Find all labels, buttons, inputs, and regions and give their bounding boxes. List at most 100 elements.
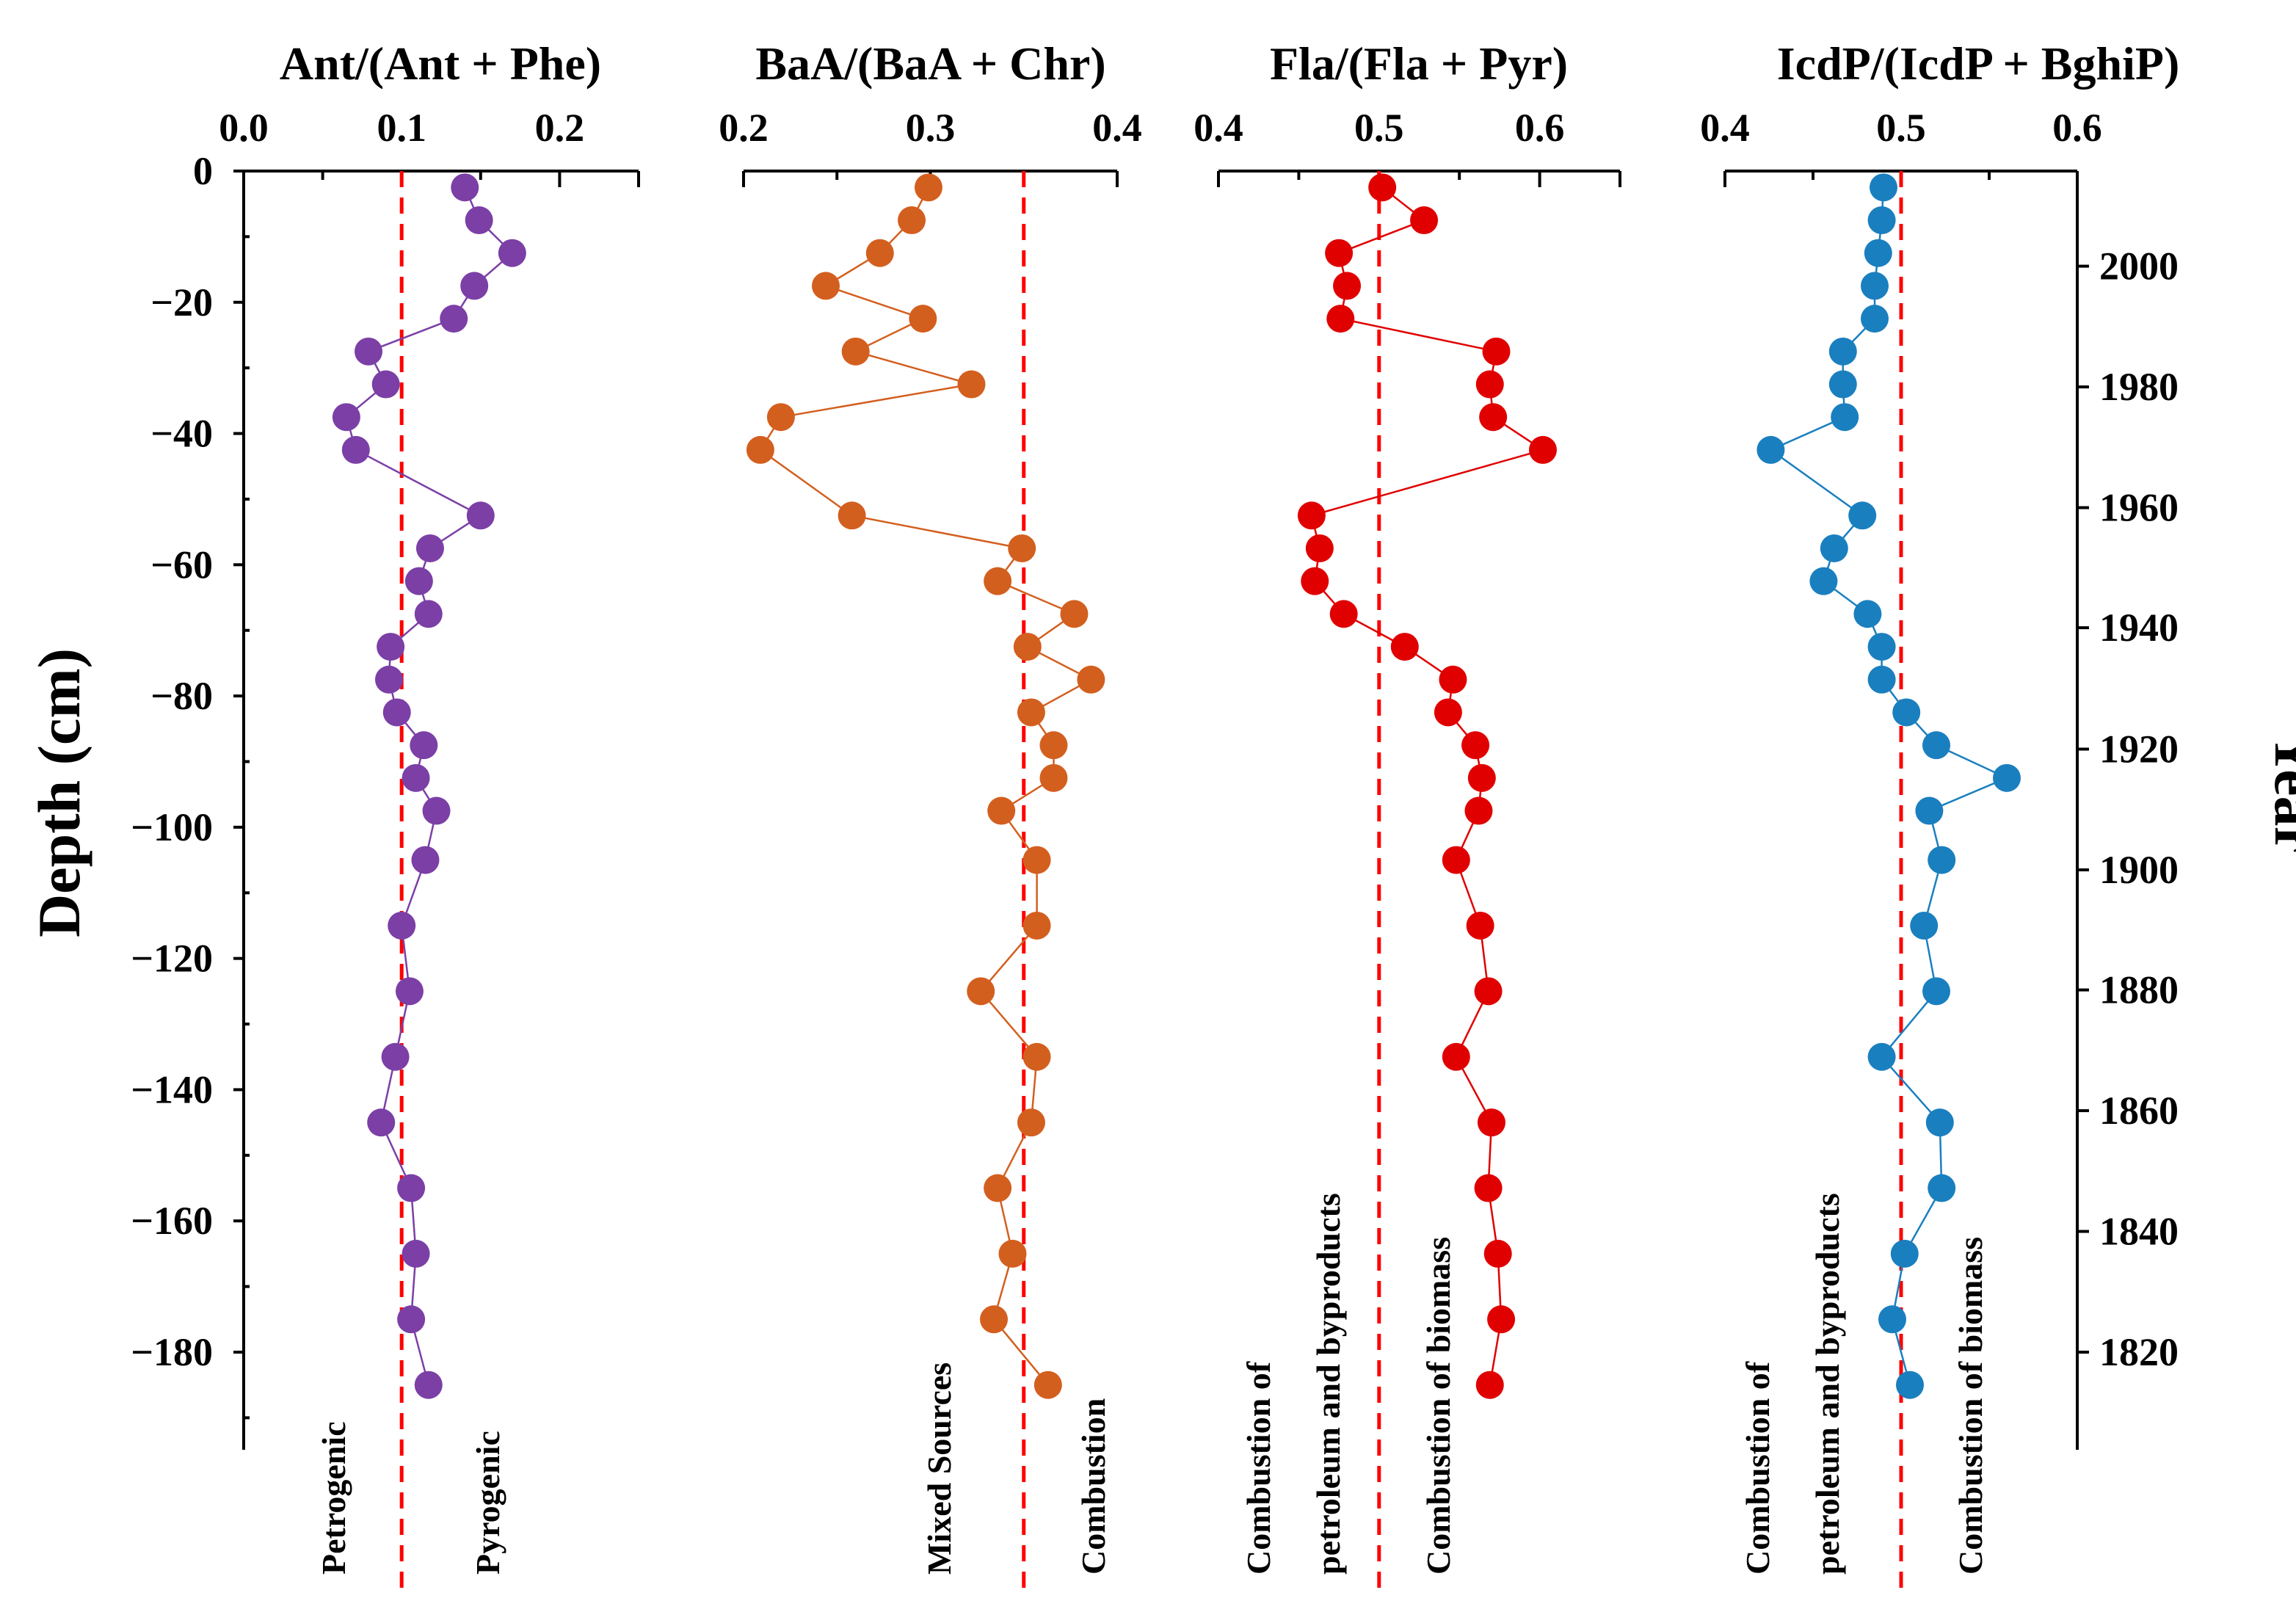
data-point-icdp-bghip — [1861, 305, 1889, 333]
x-tick-label-ant-phe: 0.1 — [377, 106, 426, 150]
data-point-icdp-bghip — [1910, 911, 1939, 940]
data-point-ant-phe — [451, 173, 479, 202]
year-tick-label: 1980 — [2099, 365, 2179, 409]
data-point-ant-phe — [341, 435, 370, 464]
series-line-fla-pyr — [1310, 186, 1545, 1385]
data-point-ant-phe — [355, 337, 383, 366]
data-point-baa-chr — [984, 1174, 1012, 1202]
data-point-baa-chr — [1022, 911, 1051, 940]
data-point-baa-chr — [746, 435, 774, 464]
data-point-icdp-bghip — [1867, 206, 1896, 235]
region-label-icdp-bghip: petroleum and byproducts — [1809, 1193, 1846, 1575]
data-point-fla-pyr — [1475, 370, 1504, 399]
region-label-icdp-bghip: Combustion of biomass — [1952, 1237, 1989, 1575]
data-point-icdp-bghip — [1809, 567, 1838, 595]
data-point-ant-phe — [395, 977, 424, 1006]
depth-tick-label: −60 — [150, 542, 213, 587]
x-tick-label-ant-phe: 0.0 — [219, 106, 269, 150]
data-point-icdp-bghip — [1870, 173, 1897, 202]
data-point-baa-chr — [766, 403, 795, 432]
data-point-fla-pyr — [1368, 173, 1397, 202]
depth-tick-label: −40 — [150, 412, 213, 456]
depth-tick-label: −80 — [150, 674, 213, 718]
data-point-icdp-bghip — [1756, 435, 1785, 464]
region-label-fla-pyr: petroleum and byproducts — [1309, 1193, 1347, 1575]
depth-tick-label: −100 — [131, 805, 213, 849]
data-point-ant-phe — [397, 1174, 426, 1202]
data-point-icdp-bghip — [1928, 1174, 1956, 1202]
data-point-ant-phe — [410, 731, 438, 760]
x-tick-label-baa-chr: 0.3 — [906, 106, 956, 150]
data-point-ant-phe — [422, 796, 451, 825]
year-tick-label: 1820 — [2099, 1330, 2179, 1374]
data-point-baa-chr — [1017, 1108, 1045, 1137]
data-point-fla-pyr — [1528, 435, 1557, 464]
data-point-ant-phe — [382, 698, 411, 727]
panel-title-fla-pyr: Fla/(Fla + Pyr) — [1270, 37, 1568, 90]
data-point-icdp-bghip — [1896, 1370, 1924, 1399]
region-label-ant-phe: Petrogenic — [315, 1421, 352, 1575]
data-point-baa-chr — [1039, 731, 1068, 760]
data-point-fla-pyr — [1487, 1305, 1516, 1334]
data-point-baa-chr — [914, 173, 942, 202]
data-point-ant-phe — [440, 305, 468, 333]
data-point-baa-chr — [898, 206, 926, 235]
data-point-ant-phe — [388, 911, 416, 940]
data-point-fla-pyr — [1466, 911, 1494, 940]
panel-title-ant-phe: Ant/(Ant + Phe) — [280, 37, 601, 90]
data-point-ant-phe — [377, 633, 405, 661]
panel-ant-phe: Ant/(Ant + Phe) — [280, 37, 601, 90]
region-label-ant-phe: Pyrogenic — [469, 1431, 506, 1575]
data-point-fla-pyr — [1297, 501, 1326, 530]
annotation-layer: Petrogenic Pyrogenic Mixed Sources Combusti… — [315, 1193, 1989, 1575]
region-label-fla-pyr: Combustion of — [1240, 1361, 1277, 1575]
data-point-icdp-bghip — [1892, 698, 1921, 727]
data-point-baa-chr — [1039, 763, 1068, 792]
data-point-fla-pyr — [1439, 665, 1467, 694]
data-point-icdp-bghip — [1922, 731, 1950, 760]
depth-tick-label: −160 — [131, 1199, 213, 1243]
data-point-fla-pyr — [1475, 1370, 1504, 1399]
axes-layer: 0 −20 −40 −60 −80 −100 −120 −140 −160 −180 2000 198… — [131, 106, 2179, 1450]
data-point-baa-chr — [1022, 846, 1051, 874]
data-point-icdp-bghip — [1831, 403, 1859, 432]
year-tick-label: 1920 — [2099, 727, 2179, 771]
year-tick-label: 1900 — [2099, 848, 2179, 892]
data-point-ant-phe — [460, 272, 489, 300]
region-label-baa-chr: Combustion — [1075, 1398, 1112, 1575]
panel-baa-chr: BaA/(BaA + Chr) — [755, 37, 1105, 90]
data-point-icdp-bghip — [1828, 370, 1857, 399]
series-line-ant-phe — [345, 186, 514, 1386]
data-point-fla-pyr — [1474, 977, 1503, 1006]
data-point-fla-pyr — [1410, 206, 1439, 235]
data-point-baa-chr — [1013, 633, 1042, 661]
year-tick-label: 1880 — [2099, 968, 2179, 1012]
data-point-baa-chr — [1077, 665, 1105, 694]
data-point-fla-pyr — [1464, 796, 1493, 825]
year-tick-label: 1860 — [2099, 1089, 2179, 1133]
data-point-baa-chr — [980, 1305, 1009, 1334]
x-tick-label-fla-pyr: 0.4 — [1194, 106, 1243, 150]
x-tick-label-baa-chr: 0.4 — [1092, 106, 1142, 150]
depth-tick-label: −140 — [131, 1067, 213, 1111]
data-point-fla-pyr — [1467, 763, 1496, 792]
data-point-baa-chr — [1022, 1042, 1051, 1071]
data-point-baa-chr — [957, 370, 986, 399]
year-tick-label: 1960 — [2099, 486, 2179, 530]
data-point-baa-chr — [841, 337, 870, 366]
x-tick-label-fla-pyr: 0.5 — [1354, 106, 1404, 150]
data-point-fla-pyr — [1477, 1108, 1505, 1137]
x-tick-label-fla-pyr: 0.6 — [1515, 106, 1565, 150]
data-point-fla-pyr — [1390, 633, 1419, 661]
data-point-icdp-bghip — [1878, 1305, 1906, 1334]
data-point-fla-pyr — [1482, 337, 1511, 366]
x-tick-label-baa-chr: 0.2 — [719, 106, 769, 150]
data-point-icdp-bghip — [1890, 1239, 1919, 1268]
series-line-baa-chr — [759, 186, 1094, 1386]
data-point-fla-pyr — [1325, 239, 1354, 267]
data-point-icdp-bghip — [1828, 337, 1857, 366]
panel-icdp-bghip: IcdP/(IcdP + BghiP) — [1777, 37, 2180, 90]
data-point-fla-pyr — [1479, 403, 1508, 432]
data-point-ant-phe — [371, 370, 400, 399]
data-point-icdp-bghip — [1867, 1042, 1896, 1071]
